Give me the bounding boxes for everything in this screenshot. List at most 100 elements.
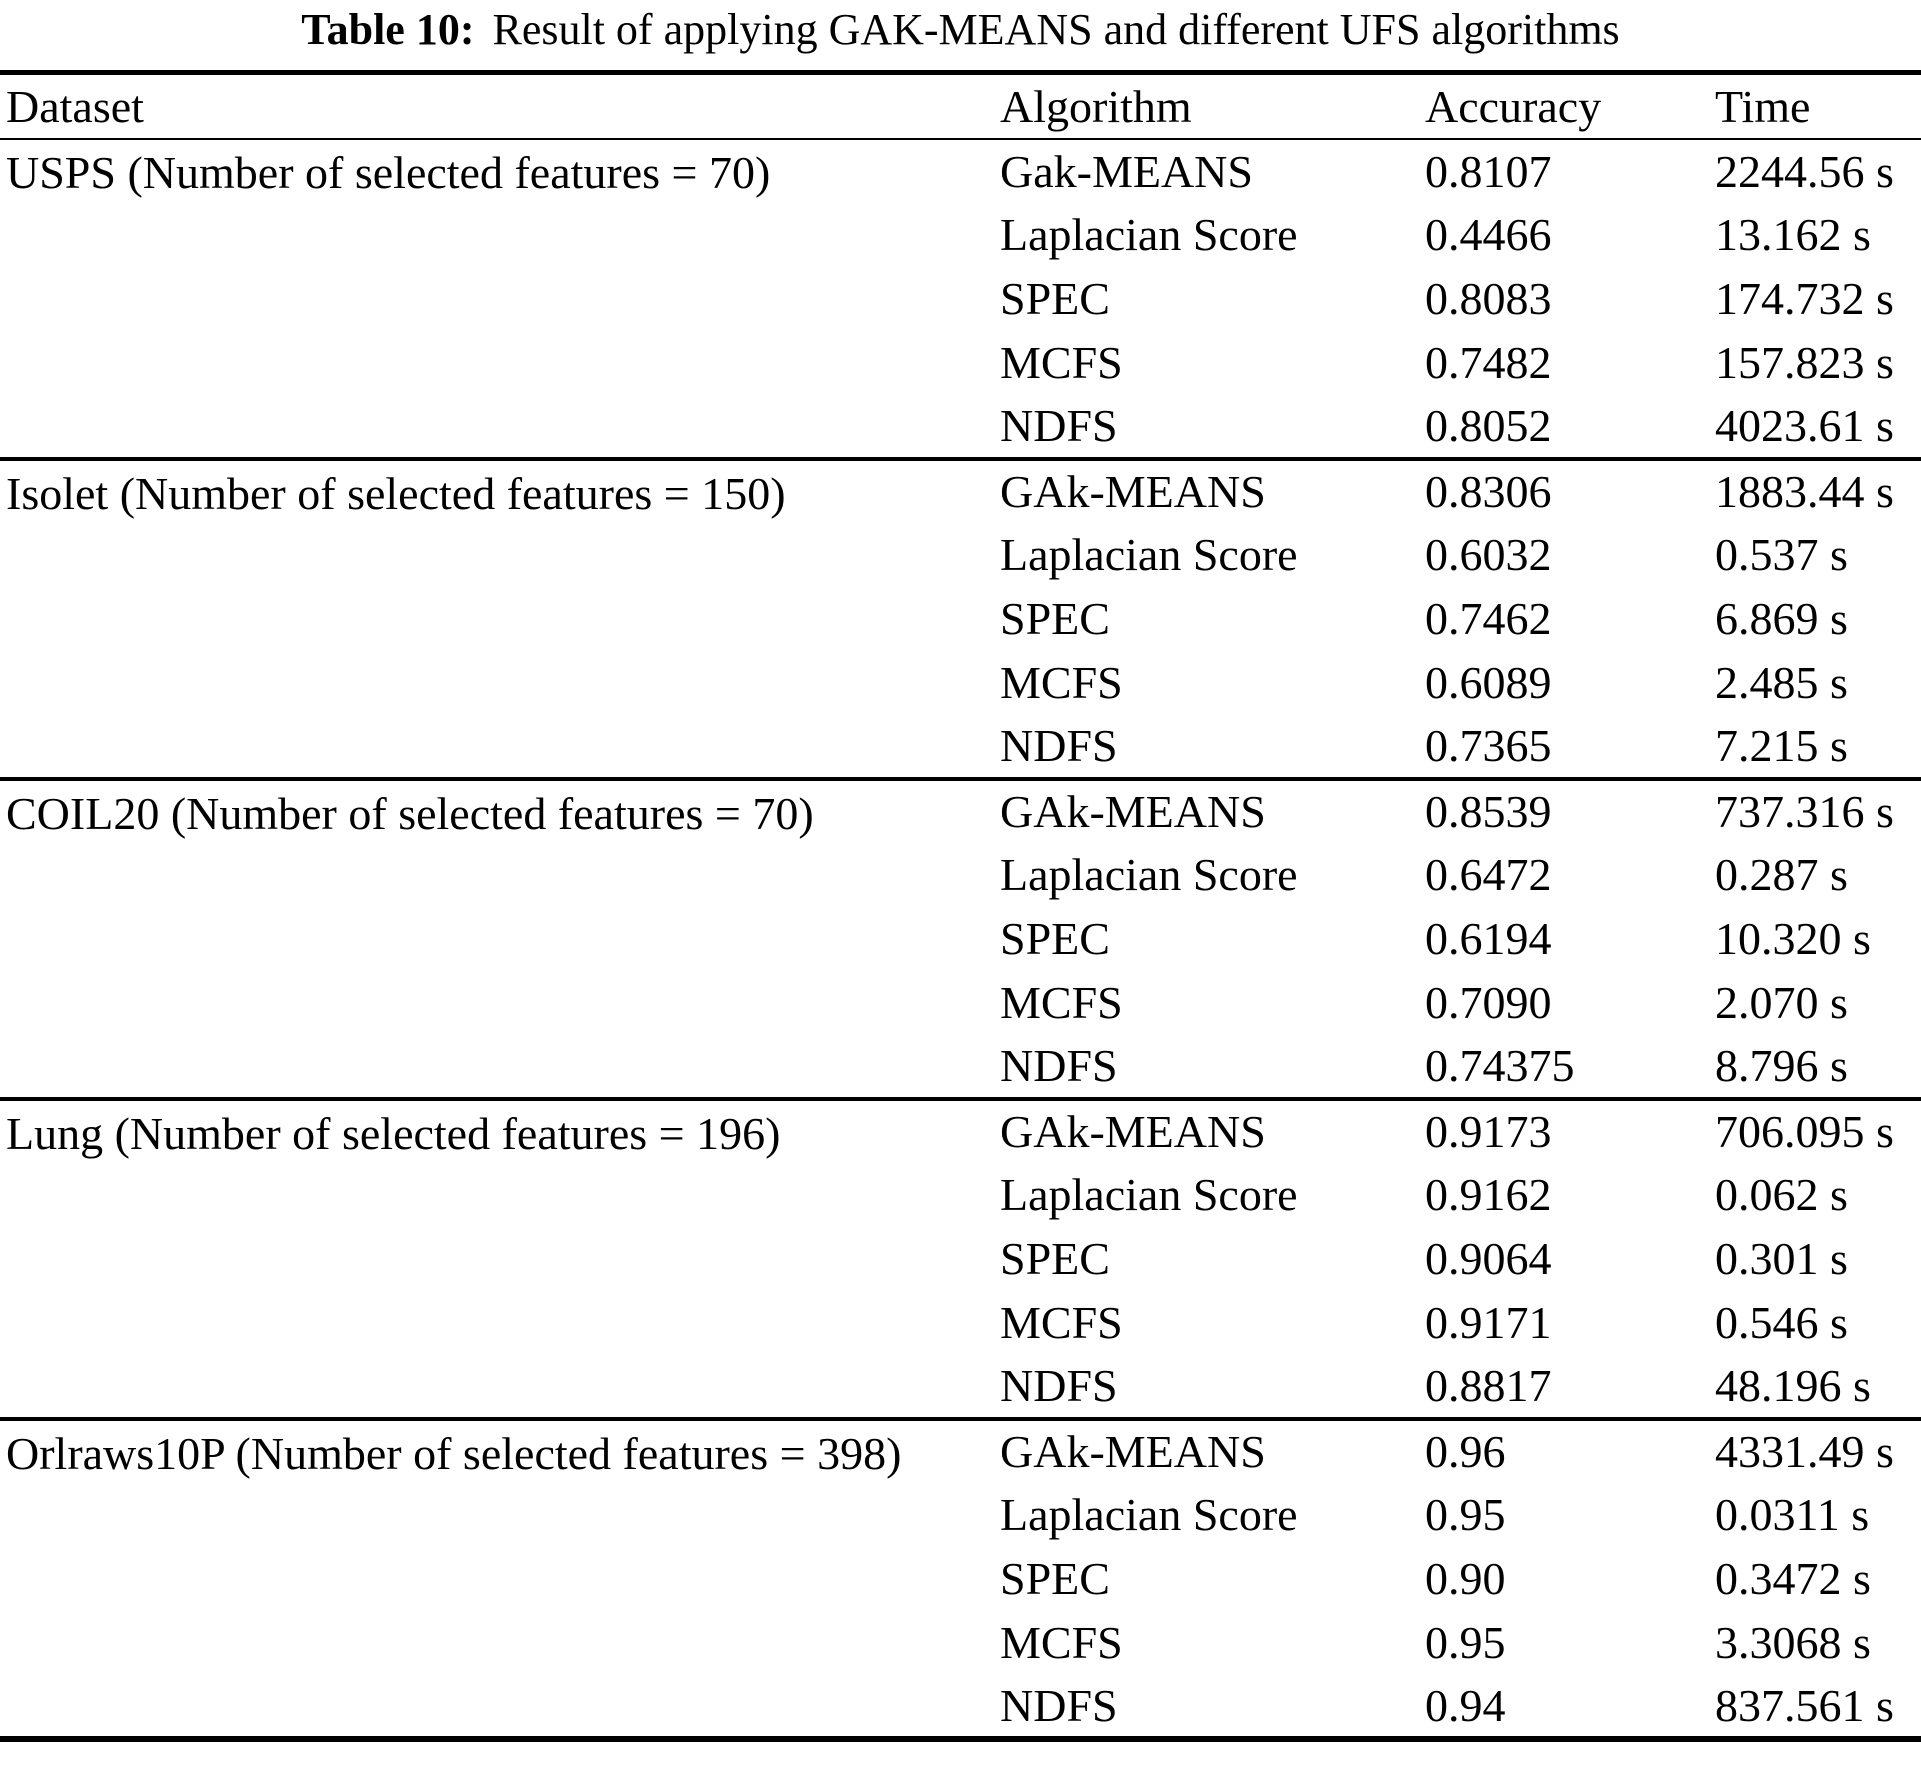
accuracy-cell: 0.8083 — [1425, 273, 1552, 324]
algorithm-cell: SPEC — [1000, 273, 1110, 324]
accuracy-cell: 0.7365 — [1425, 720, 1552, 771]
accuracy-cell: 0.4466 — [1425, 209, 1552, 260]
algorithm-cell: Laplacian Score — [1000, 849, 1298, 900]
algorithm-cell: GAk-MEANS — [1000, 466, 1266, 517]
time-cell: 2.070 s — [1715, 977, 1848, 1028]
time-cell: 737.316 s — [1715, 786, 1894, 837]
accuracy-cell: 0.8817 — [1425, 1360, 1552, 1411]
table-row: SPEC 0.9064 0.301 s — [0, 1227, 1921, 1291]
column-header-dataset: Dataset — [6, 80, 144, 132]
group-orlraws10p: Orlraws10P (Number of selected features … — [0, 1419, 1921, 1739]
accuracy-cell: 0.8539 — [1425, 786, 1552, 837]
time-cell: 3.3068 s — [1715, 1617, 1871, 1668]
time-cell: 2.485 s — [1715, 657, 1848, 708]
algorithm-cell: SPEC — [1000, 593, 1110, 644]
table-row: Laplacian Score 0.6472 0.287 s — [0, 843, 1921, 907]
accuracy-cell: 0.8306 — [1425, 466, 1552, 517]
time-cell: 10.320 s — [1715, 913, 1871, 964]
header-row: Dataset Algorithm Accuracy Time — [0, 73, 1921, 139]
time-cell: 0.301 s — [1715, 1233, 1848, 1284]
table-row: Laplacian Score 0.9162 0.062 s — [0, 1163, 1921, 1227]
accuracy-cell: 0.6194 — [1425, 913, 1552, 964]
accuracy-cell: 0.90 — [1425, 1553, 1506, 1604]
algorithm-cell: NDFS — [1000, 1679, 1118, 1731]
accuracy-cell: 0.6089 — [1425, 657, 1552, 708]
time-cell: 4331.49 s — [1715, 1426, 1894, 1477]
accuracy-cell: 0.8107 — [1425, 145, 1552, 197]
table-row: SPEC 0.90 0.3472 s — [0, 1547, 1921, 1611]
table-row: Laplacian Score 0.95 0.0311 s — [0, 1483, 1921, 1547]
algorithm-cell: MCFS — [1000, 657, 1123, 708]
time-cell: 0.0311 s — [1715, 1489, 1870, 1540]
table-row: SPEC 0.6194 10.320 s — [0, 907, 1921, 971]
group-isolet: Isolet (Number of selected features = 15… — [0, 459, 1921, 779]
table-row: NDFS 0.94 837.561 s — [0, 1675, 1921, 1739]
algorithm-cell: MCFS — [1000, 1297, 1123, 1348]
column-header-algorithm: Algorithm — [1000, 80, 1192, 132]
table-row: Lung (Number of selected features = 196)… — [0, 1099, 1921, 1163]
algorithm-cell: GAk-MEANS — [1000, 1106, 1266, 1157]
algorithm-cell: MCFS — [1000, 337, 1123, 388]
algorithm-cell: Laplacian Score — [1000, 1489, 1298, 1540]
table-row: SPEC 0.8083 174.732 s — [0, 267, 1921, 331]
algorithm-cell: Laplacian Score — [1000, 529, 1298, 580]
accuracy-cell: 0.9173 — [1425, 1106, 1552, 1157]
dataset-label: Orlraws10P (Number of selected features … — [6, 1427, 902, 1479]
group-coil20: COIL20 (Number of selected features = 70… — [0, 779, 1921, 1099]
accuracy-cell: 0.9064 — [1425, 1233, 1552, 1284]
algorithm-cell: MCFS — [1000, 1617, 1123, 1668]
time-cell: 6.869 s — [1715, 593, 1848, 644]
algorithm-cell: SPEC — [1000, 1553, 1110, 1604]
accuracy-cell: 0.6472 — [1425, 849, 1552, 900]
table-row: MCFS 0.95 3.3068 s — [0, 1611, 1921, 1675]
algorithm-cell: GAk-MEANS — [1000, 786, 1266, 837]
table-row: MCFS 0.7482 157.823 s — [0, 331, 1921, 395]
accuracy-cell: 0.9171 — [1425, 1297, 1552, 1348]
algorithm-cell: NDFS — [1000, 1040, 1118, 1091]
accuracy-cell: 0.95 — [1425, 1489, 1506, 1540]
accuracy-cell: 0.7462 — [1425, 593, 1552, 644]
time-cell: 706.095 s — [1715, 1106, 1894, 1157]
time-cell: 174.732 s — [1715, 273, 1894, 324]
algorithm-cell: SPEC — [1000, 913, 1110, 964]
algorithm-cell: NDFS — [1000, 400, 1118, 451]
column-header-accuracy: Accuracy — [1425, 80, 1602, 132]
table-row: MCFS 0.7090 2.070 s — [0, 971, 1921, 1035]
table-row: SPEC 0.7462 6.869 s — [0, 587, 1921, 651]
table-row: USPS (Number of selected features = 70) … — [0, 139, 1921, 203]
time-cell: 4023.61 s — [1715, 400, 1894, 451]
table-row: NDFS 0.8817 48.196 s — [0, 1355, 1921, 1419]
column-header-time: Time — [1715, 80, 1811, 132]
table-caption: Table 10: Result of applying GAK-MEANS an… — [0, 0, 1921, 70]
dataset-label: Lung (Number of selected features = 196) — [6, 1107, 781, 1159]
time-cell: 13.162 s — [1715, 209, 1871, 260]
table-row: COIL20 (Number of selected features = 70… — [0, 779, 1921, 843]
time-cell: 0.3472 s — [1715, 1553, 1871, 1604]
table-row: Laplacian Score 0.4466 13.162 s — [0, 203, 1921, 267]
time-cell: 1883.44 s — [1715, 466, 1894, 517]
algorithm-cell: Laplacian Score — [1000, 209, 1298, 260]
time-cell: 0.546 s — [1715, 1297, 1848, 1348]
accuracy-cell: 0.9162 — [1425, 1169, 1552, 1220]
algorithm-cell: MCFS — [1000, 977, 1123, 1028]
table-row: NDFS 0.7365 7.215 s — [0, 715, 1921, 779]
accuracy-cell: 0.8052 — [1425, 400, 1552, 451]
time-cell: 2244.56 s — [1715, 145, 1894, 197]
time-cell: 48.196 s — [1715, 1360, 1871, 1411]
accuracy-cell: 0.96 — [1425, 1426, 1506, 1477]
table-row: NDFS 0.74375 8.796 s — [0, 1035, 1921, 1099]
table-row: Orlraws10P (Number of selected features … — [0, 1419, 1921, 1483]
accuracy-cell: 0.7482 — [1425, 337, 1552, 388]
table-row: Isolet (Number of selected features = 15… — [0, 459, 1921, 523]
time-cell: 8.796 s — [1715, 1040, 1848, 1091]
algorithm-cell: Gak-MEANS — [1000, 145, 1253, 197]
table-caption-label: Table 10: — [301, 5, 475, 54]
table-caption-text: Result of applying GAK-MEANS and differe… — [492, 5, 1620, 54]
algorithm-cell: Laplacian Score — [1000, 1169, 1298, 1220]
algorithm-cell: GAk-MEANS — [1000, 1426, 1266, 1477]
table-row: MCFS 0.9171 0.546 s — [0, 1291, 1921, 1355]
algorithm-cell: NDFS — [1000, 720, 1118, 771]
algorithm-cell: NDFS — [1000, 1360, 1118, 1411]
table-row: NDFS 0.8052 4023.61 s — [0, 395, 1921, 459]
